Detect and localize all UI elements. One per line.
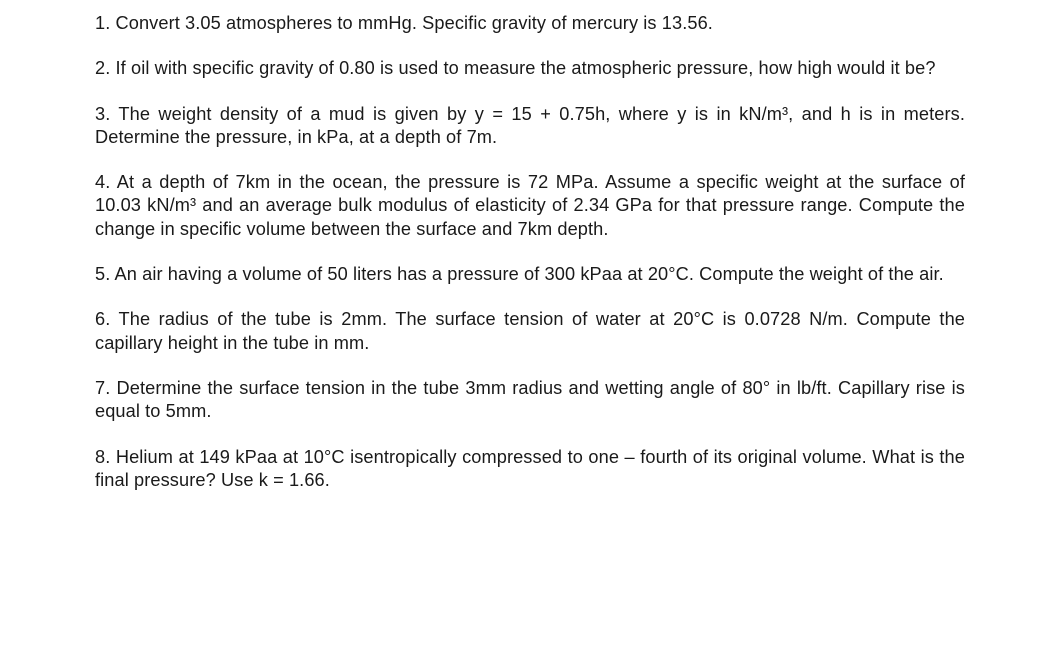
question-6: 6. The radius of the tube is 2mm. The su… — [95, 308, 965, 355]
question-3: 3. The weight density of a mud is given … — [95, 103, 965, 150]
question-text: 3. The weight density of a mud is given … — [95, 103, 965, 150]
question-2: 2. If oil with specific gravity of 0.80 … — [95, 57, 965, 80]
question-text: 1. Convert 3.05 atmospheres to mmHg. Spe… — [95, 12, 965, 35]
question-text: 7. Determine the surface tension in the … — [95, 377, 965, 424]
question-text: 2. If oil with specific gravity of 0.80 … — [95, 57, 965, 80]
question-text: 4. At a depth of 7km in the ocean, the p… — [95, 171, 965, 241]
question-5: 5. An air having a volume of 50 liters h… — [95, 263, 965, 286]
question-text: 5. An air having a volume of 50 liters h… — [95, 263, 965, 286]
question-8: 8. Helium at 149 kPaa at 10°C isentropic… — [95, 446, 965, 493]
question-1: 1. Convert 3.05 atmospheres to mmHg. Spe… — [95, 12, 965, 35]
question-7: 7. Determine the surface tension in the … — [95, 377, 965, 424]
question-text: 6. The radius of the tube is 2mm. The su… — [95, 308, 965, 355]
question-text: 8. Helium at 149 kPaa at 10°C isentropic… — [95, 446, 965, 493]
question-4: 4. At a depth of 7km in the ocean, the p… — [95, 171, 965, 241]
